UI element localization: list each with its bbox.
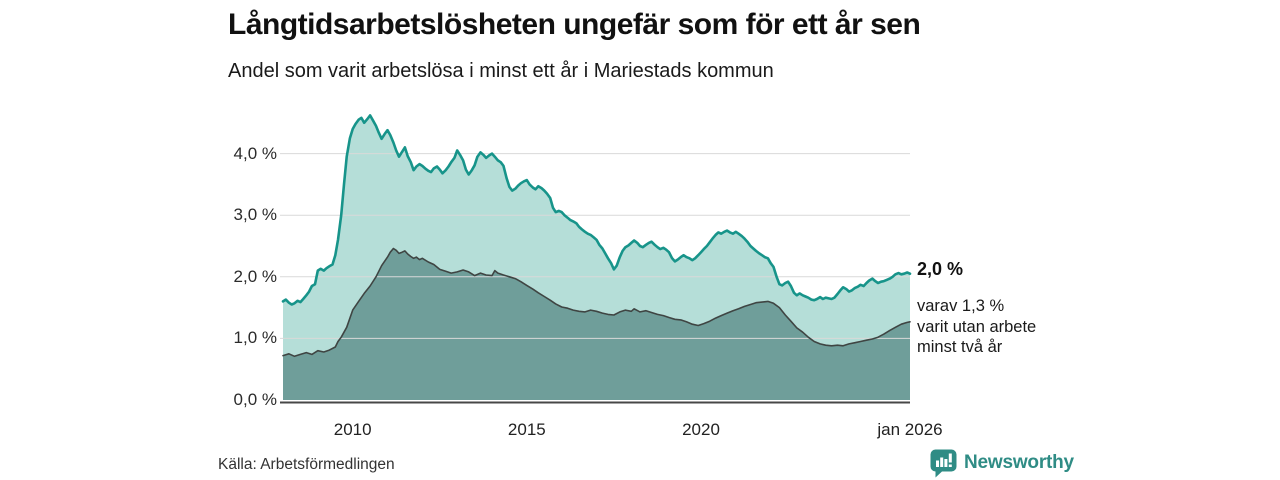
x-axis-tick-label: 2010	[333, 420, 372, 439]
bar-3	[944, 458, 948, 467]
x-axis-tick-label: 2015	[507, 420, 546, 439]
brand-name: Newsworthy	[964, 452, 1074, 473]
two-year-line	[282, 247, 911, 358]
y-axis-tick-label: 0,0 %	[233, 390, 277, 409]
brand-logo: Newsworthy	[930, 447, 1074, 479]
x-axis-tick-label: jan 2026	[877, 420, 943, 439]
two-year-area	[283, 248, 910, 400]
end-detail-annotation: varav 1,3 % varit utan arbete minst två …	[917, 297, 1037, 356]
bar-1	[936, 460, 939, 467]
end-value-annotation: 2,0 %	[917, 259, 964, 279]
exclamation-stem	[948, 453, 952, 462]
y-axis-tick-label: 3,0 %	[233, 205, 277, 225]
newsworthy-bubble-icon	[930, 449, 957, 477]
speech-bubble-shape	[930, 449, 957, 477]
y-axis-tick-label: 2,0 %	[233, 266, 277, 286]
exclamation-dot	[948, 464, 952, 467]
y-axis-tick-label: 4,0 %	[233, 143, 277, 163]
bar-2	[940, 457, 944, 467]
x-axis-tick-label: 2020	[682, 420, 720, 439]
page-title: Långtidsarbetslösheten ungefär som för e…	[228, 8, 921, 41]
y-axis-tick-label: 1,0 %	[233, 328, 277, 348]
source-credit: Källa: Arbetsförmedlingen	[218, 456, 395, 473]
chart-subtitle: Andel som varit arbetslösa i minst ett å…	[228, 60, 774, 82]
total-line	[281, 114, 912, 306]
